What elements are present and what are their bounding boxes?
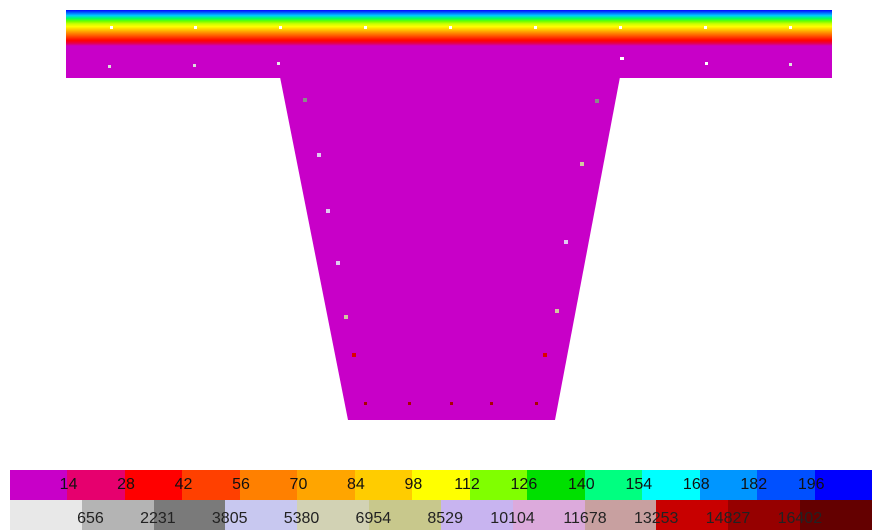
rebar [110,26,113,29]
legend-label: 70 [289,476,308,493]
legend-swatch: 84 [297,470,365,500]
legend-stress: 656 2231 3805 5380 6954 8529 10104 11678 13253 14… [10,500,872,530]
legend-swatch: 16402 [728,500,822,530]
legend-label: 3805 [211,510,248,527]
legend-label: 13253 [633,510,679,527]
rebar [490,402,493,405]
legend-swatch: 14827 [656,500,750,530]
rebar [705,62,708,65]
rebar [344,315,348,319]
legend-swatch [814,470,872,500]
reinforcement-flange-top [110,26,792,29]
legend-swatch: 168 [642,470,710,500]
rebar [303,98,307,102]
legend-swatch [800,500,872,530]
legend-label: 126 [510,476,538,493]
legend-label: 140 [567,476,595,493]
legend-label: 168 [682,476,710,493]
reinforcement-flange-bottom [108,57,792,68]
legend-label: 8529 [427,510,463,527]
legend-label: 112 [454,476,480,493]
rebar [564,240,568,244]
rebar [595,99,599,103]
legend-swatch: 13253 [584,500,678,530]
reinforcement-web-right [543,99,599,357]
legend-label: 98 [404,476,423,493]
legend-label: 16402 [777,510,823,527]
legend-swatch: 126 [469,470,537,500]
legend-label: 56 [232,476,250,493]
legend-label: 154 [625,476,653,493]
rebar [193,64,196,67]
legend-swatch: 56 [182,470,250,500]
legend-label: 6954 [355,510,392,527]
rebar [619,26,622,29]
legend-swatch: 112 [412,470,480,500]
reinforcement-web-left [303,98,356,357]
legend-swatch: 10104 [440,500,535,530]
legend-swatch: 14 [10,470,77,500]
legend-label: 182 [740,476,768,493]
legend-swatch: 42 [124,470,192,500]
rebar [789,26,792,29]
legend-swatch: 28 [67,470,135,500]
legend-label: 196 [797,476,825,493]
legend-label: 42 [174,476,193,493]
rebar [449,26,452,29]
legend-swatch: 656 [10,500,104,530]
rebar [279,26,282,29]
legend-swatch: 6954 [297,500,391,530]
rebar [352,353,356,357]
legend-temperature: 14 28 42 56 70 84 98 112 126 140 154 168 182 196 [10,470,872,500]
section-view [66,10,832,420]
rebar [277,62,280,65]
rebar [364,402,367,405]
legend-label: 656 [77,510,104,527]
legend-swatch: 8529 [369,500,463,530]
reinforcement-bottom [364,402,538,405]
legend-swatch: 140 [527,470,595,500]
rebar [336,261,340,265]
rebar [194,26,197,29]
legend-swatch: 5380 [225,500,319,530]
legend-swatch: 11678 [512,500,607,530]
legend-label: 14827 [705,510,751,527]
rebar [580,162,584,166]
rebar [704,26,707,29]
legend-swatch: 154 [584,470,652,500]
legend-swatch: 70 [239,470,307,500]
rebar [108,65,111,68]
legend-swatch: 2231 [81,500,176,530]
rebar [364,26,367,29]
legend-label: 5380 [283,510,320,527]
legend-label: 28 [117,476,135,493]
rebar [450,402,453,405]
rebar [534,26,537,29]
rebar [555,309,559,313]
legend-label: 2231 [140,510,176,527]
legend-swatch: 196 [757,470,825,500]
rebar [326,209,330,213]
legend-label: 14 [59,476,78,493]
rebar [535,402,538,405]
legend-swatch: 3805 [153,500,247,530]
legend-label: 10104 [490,510,535,527]
legend-label: 11678 [563,510,607,527]
rebar [317,153,321,157]
rebar [543,353,547,357]
legend-label: 84 [347,476,365,493]
legend-swatch: 98 [354,470,422,500]
rebar [408,402,411,405]
web [280,77,620,420]
legend-swatch: 182 [699,470,767,500]
rebar [789,63,792,66]
rebar [620,57,624,60]
